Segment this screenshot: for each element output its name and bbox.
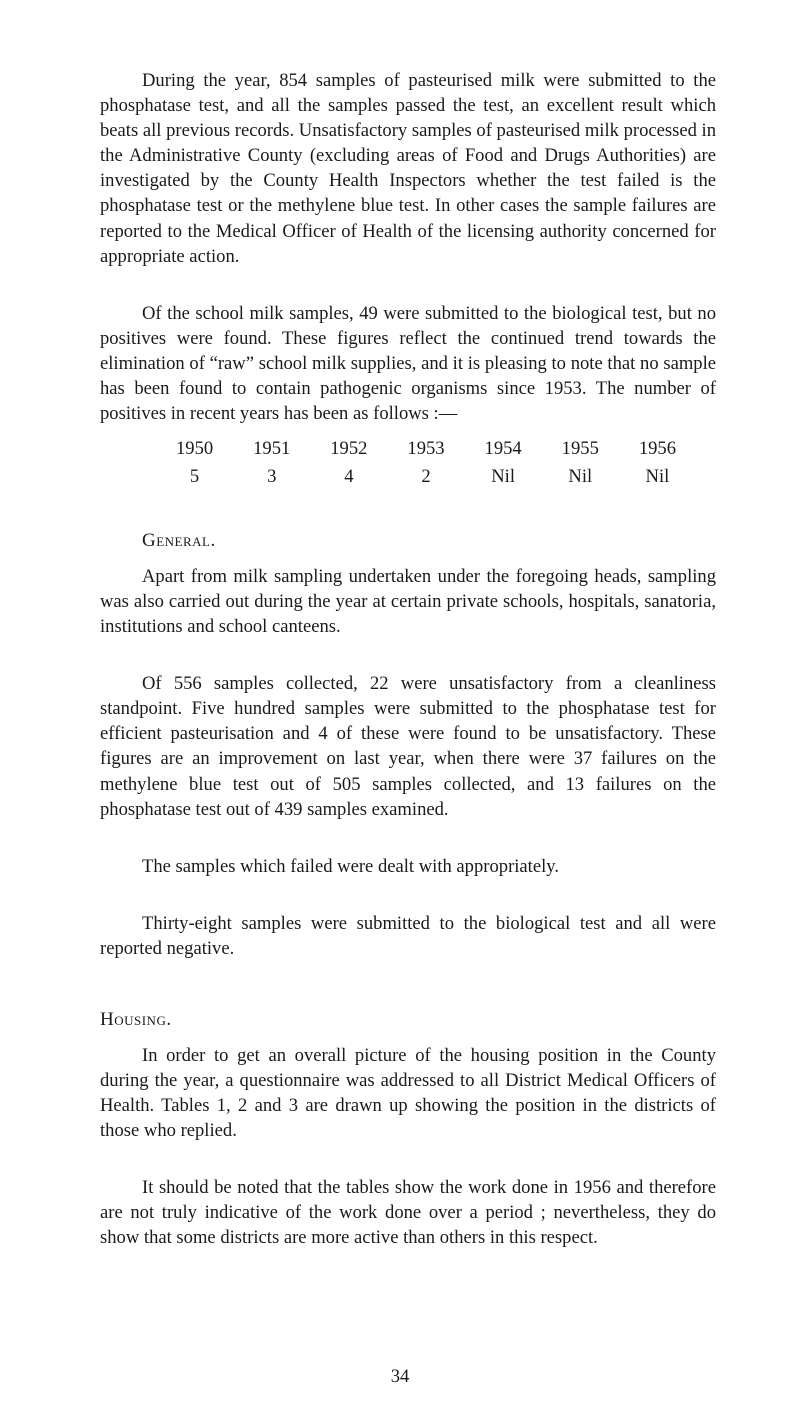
year-label: 1956 — [619, 438, 696, 460]
year-col-1951: 1951 3 — [233, 438, 310, 488]
year-col-1956: 1956 Nil — [619, 438, 696, 488]
paragraph-pasteurised-milk: During the year, 854 samples of pasteuri… — [100, 68, 716, 269]
year-col-1954: 1954 Nil — [465, 438, 542, 488]
spacer — [100, 645, 716, 671]
paragraph-housing-overall: In order to get an overall picture of th… — [100, 1043, 716, 1143]
paragraph-general-sampling: Apart from milk sampling undertaken unde… — [100, 564, 716, 639]
spacer — [100, 967, 716, 1007]
paragraph-thirty-eight: Thirty-eight samples were submitted to t… — [100, 911, 716, 961]
paragraph-housing-note: It should be noted that the tables show … — [100, 1175, 716, 1250]
year-value: 2 — [387, 466, 464, 488]
year-col-1953: 1953 2 — [387, 438, 464, 488]
year-col-1952: 1952 4 — [310, 438, 387, 488]
year-label: 1950 — [156, 438, 233, 460]
heading-general: General. — [100, 528, 716, 554]
year-value: 3 — [233, 466, 310, 488]
year-value: Nil — [465, 466, 542, 488]
year-label: 1951 — [233, 438, 310, 460]
spacer — [100, 885, 716, 911]
year-col-1950: 1950 5 — [156, 438, 233, 488]
year-value: 4 — [310, 466, 387, 488]
year-value: Nil — [542, 466, 619, 488]
year-value: 5 — [156, 466, 233, 488]
paragraph-556-samples: Of 556 samples collected, 22 were unsati… — [100, 671, 716, 822]
year-label: 1954 — [465, 438, 542, 460]
page-number: 34 — [0, 1366, 800, 1388]
spacer — [100, 275, 716, 301]
year-col-1955: 1955 Nil — [542, 438, 619, 488]
spacer — [100, 828, 716, 854]
heading-housing: Housing. — [100, 1007, 716, 1033]
paragraph-failed-dealt: The samples which failed were dealt with… — [100, 854, 716, 879]
year-label: 1955 — [542, 438, 619, 460]
spacer — [100, 1149, 716, 1175]
spacer — [100, 488, 716, 528]
document-page: During the year, 854 samples of pasteuri… — [0, 0, 800, 1418]
year-label: 1952 — [310, 438, 387, 460]
year-label: 1953 — [387, 438, 464, 460]
positives-by-year-table: 1950 5 1951 3 1952 4 1953 2 1954 Nil 195… — [156, 438, 696, 488]
paragraph-school-milk: Of the school milk samples, 49 were subm… — [100, 301, 716, 426]
year-value: Nil — [619, 466, 696, 488]
